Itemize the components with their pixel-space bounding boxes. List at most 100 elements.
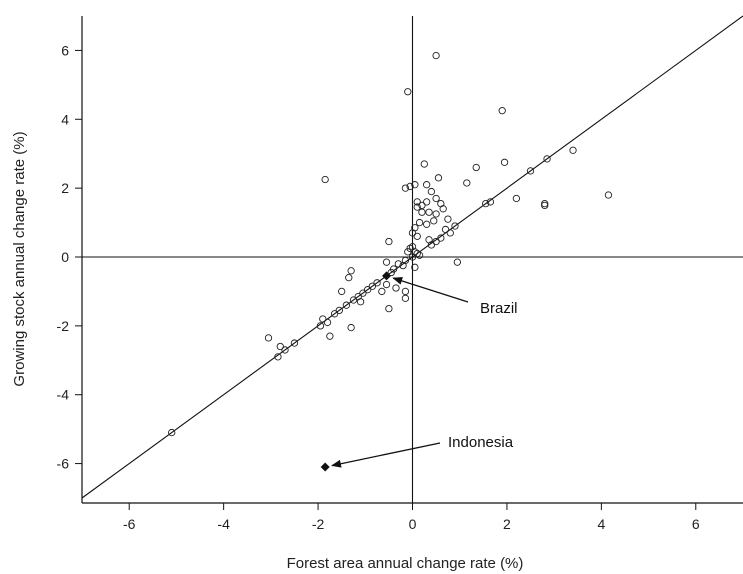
data-point [512, 194, 521, 203]
data-point [373, 279, 381, 287]
y-tick-label: 4 [61, 111, 69, 127]
data-point [432, 237, 440, 246]
reference-lines [81, 15, 743, 503]
data-point [482, 199, 490, 208]
annotation-arrow-brazil [392, 277, 469, 303]
annotation-label-indonesia: Indonesia [448, 434, 514, 451]
data-point [349, 296, 358, 304]
data-point [420, 160, 428, 168]
data-point [604, 191, 613, 199]
y-tick-label: 0 [61, 249, 69, 265]
data-point [427, 241, 436, 249]
data-point [427, 187, 436, 196]
data-point [401, 184, 410, 192]
data-point [338, 287, 346, 296]
data-point [385, 237, 393, 246]
y-tick-label: 6 [61, 42, 69, 58]
data-point [432, 51, 440, 60]
y-tick-label: -2 [57, 318, 70, 334]
data-point [264, 334, 273, 342]
data-point [319, 315, 327, 323]
data-point [498, 107, 506, 115]
data-point [392, 284, 400, 292]
data-point [168, 428, 176, 437]
data-point [415, 251, 424, 259]
data-point [486, 198, 495, 206]
data-points [168, 51, 613, 437]
x-tick-label: -2 [312, 516, 325, 532]
data-point [418, 208, 426, 216]
x-tick-label: 6 [692, 516, 700, 532]
data-point [399, 261, 407, 270]
data-point [411, 263, 419, 271]
data-point [401, 294, 410, 302]
data-point [413, 198, 421, 206]
data-point [359, 289, 367, 297]
data-point [330, 310, 339, 318]
data-point [387, 268, 395, 277]
data-point [451, 222, 459, 230]
y-tick-label: -4 [57, 387, 70, 403]
y-tick-label: 2 [61, 180, 69, 196]
data-point [281, 346, 289, 354]
data-point [430, 217, 438, 225]
data-point [321, 175, 329, 184]
data-point [526, 167, 535, 175]
data-point [418, 201, 426, 210]
highlighted-point-brazil [382, 271, 392, 281]
data-point [434, 174, 443, 182]
data-point [276, 342, 284, 351]
data-point [411, 181, 419, 189]
data-point [378, 287, 386, 296]
data-point [347, 267, 355, 275]
data-point [432, 210, 440, 218]
data-point [394, 260, 402, 268]
highlighted-points [320, 271, 392, 472]
data-point [415, 218, 424, 227]
x-axis-title: Forest area annual change rate (%) [287, 555, 524, 572]
data-point [401, 287, 410, 296]
y-axis: -6 -4 -2 0 2 4 6 [57, 42, 82, 472]
data-point [274, 353, 282, 361]
data-point [543, 155, 551, 163]
x-tick-label: -6 [123, 516, 136, 532]
x-axis: -6 -4 -2 0 2 4 6 [123, 503, 700, 532]
x-tick-label: 0 [409, 516, 417, 532]
data-point [406, 182, 414, 191]
data-point [541, 201, 549, 210]
data-point [463, 179, 471, 187]
data-point [323, 318, 332, 327]
data-point [569, 146, 577, 154]
data-point [432, 194, 440, 203]
data-point [345, 274, 353, 282]
data-point [437, 234, 445, 242]
highlighted-point-indonesia [320, 462, 330, 472]
data-point [413, 249, 421, 258]
y-axis-title: Growing stock annual change rate (%) [11, 131, 28, 386]
data-point [342, 301, 351, 309]
data-point [347, 323, 355, 332]
data-point [368, 282, 377, 290]
data-point [453, 258, 462, 266]
data-point [363, 286, 372, 294]
data-point [408, 229, 417, 237]
data-point [500, 158, 509, 166]
x-tick-label: -4 [217, 516, 230, 532]
annotation-label-brazil: Brazil [480, 300, 518, 317]
data-point [413, 232, 421, 240]
data-point [446, 229, 454, 237]
y-tick-label: -6 [57, 456, 70, 472]
data-point [382, 258, 391, 266]
x-tick-label: 2 [503, 516, 511, 532]
x-tick-label: 4 [597, 516, 605, 532]
data-point [382, 280, 391, 289]
data-point [335, 306, 343, 315]
data-point [423, 198, 431, 206]
data-point [423, 181, 431, 189]
data-point [472, 163, 480, 172]
data-point [413, 203, 421, 211]
annotation-arrow-indonesia [331, 442, 441, 468]
data-point [404, 88, 412, 96]
annotations: Brazil Indonesia [331, 277, 518, 468]
data-point [290, 339, 299, 347]
